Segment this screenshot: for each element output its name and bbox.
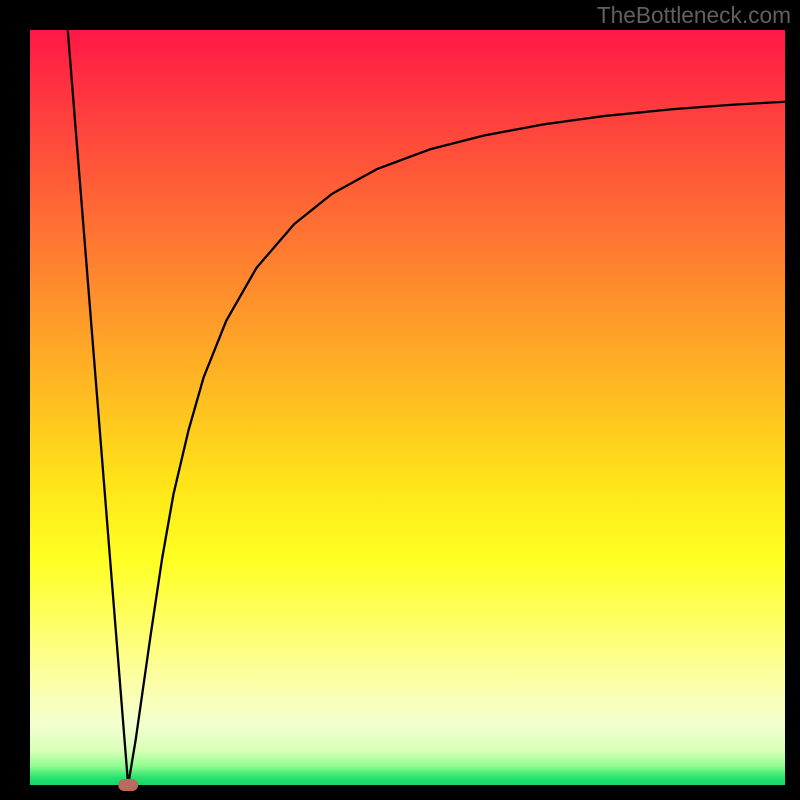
bottleneck-chart: TheBottleneck.com	[0, 0, 800, 800]
notch-marker	[118, 779, 138, 791]
canvas-background	[0, 0, 800, 800]
plot-gradient-background	[30, 30, 785, 785]
attribution-label: TheBottleneck.com	[597, 2, 791, 28]
chart-root: TheBottleneck.com	[0, 0, 800, 800]
bottleneck-curve	[68, 30, 785, 785]
